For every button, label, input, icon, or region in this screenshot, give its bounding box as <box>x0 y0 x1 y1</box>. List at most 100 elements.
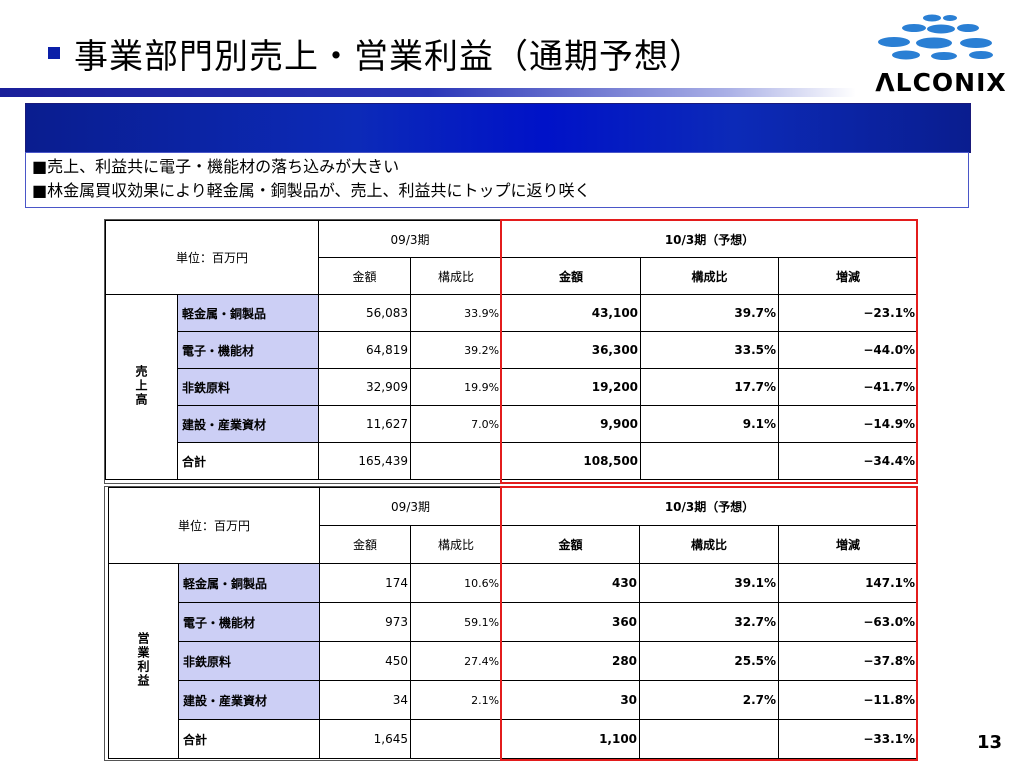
table-row-total: 合計 1,645 1,100 −33.1% <box>109 719 919 759</box>
row-label: 非鉄原料 <box>177 641 321 681</box>
cell-prev-ratio: 2.1% <box>410 680 503 720</box>
row-label: 建設・産業資材 <box>177 680 321 720</box>
page-title: 事業部門別売上・営業利益（通期予想） <box>74 36 704 77</box>
cell-prev-ratio <box>410 719 503 759</box>
col-ratio-header: 構成比 <box>410 525 503 564</box>
cell-prev-amount: 973 <box>319 602 412 642</box>
cell-prev-ratio: 39.2% <box>410 331 503 369</box>
cell-fc-amount: 430 <box>501 563 641 603</box>
unit-label: 単位：百万円 <box>107 487 321 564</box>
cell-prev-amount: 174 <box>319 563 412 603</box>
cell-fc-ratio <box>639 719 780 759</box>
cell-fc-amount: 1,100 <box>501 719 641 759</box>
title-underline <box>0 88 856 97</box>
row-label: 建設・産業資材 <box>176 405 320 443</box>
logo-wordmark: ΛLCONIX <box>875 68 1007 97</box>
note-line: ■売上、利益共に電子・機能材の落ち込みが大きい <box>32 157 400 176</box>
title-bar: 事業部門別売上・営業利益（通期予想） <box>48 28 704 78</box>
alconix-logo-icon <box>878 14 993 60</box>
row-label: 電子・機能材 <box>176 331 320 369</box>
table-row: 非鉄原料 450 27.4% 280 25.5% −37.8% <box>109 641 919 681</box>
cell-fc-amount: 19,200 <box>501 368 642 406</box>
cell-prev-amount: 32,909 <box>318 368 412 406</box>
period-forecast-header: 10/3期（予想） <box>501 487 919 526</box>
cell-fc-ratio: 39.7% <box>640 294 780 332</box>
col-change-header: 増減 <box>778 525 919 564</box>
cell-change: −63.0% <box>778 602 919 642</box>
table-row: 非鉄原料 32,909 19.9% 19,200 17.7% −41.7% <box>106 368 919 406</box>
col-amount-header: 金額 <box>319 525 412 564</box>
period-forecast-header: 10/3期（予想） <box>501 220 919 258</box>
col-amount-header: 金額 <box>318 257 412 295</box>
cell-fc-amount: 36,300 <box>501 331 642 369</box>
row-label: 軽金属・銅製品 <box>177 563 321 603</box>
cell-fc-amount: 360 <box>501 602 641 642</box>
cell-fc-ratio: 25.5% <box>639 641 780 681</box>
row-label: 非鉄原料 <box>176 368 320 406</box>
cell-prev-ratio: 33.9% <box>410 294 503 332</box>
cell-fc-ratio: 32.7% <box>639 602 780 642</box>
cell-change: −37.8% <box>778 641 919 681</box>
unit-label: 単位：百万円 <box>104 220 320 295</box>
col-amount-header: 金額 <box>501 525 641 564</box>
cell-prev-amount: 64,819 <box>318 331 412 369</box>
header-banner <box>25 103 971 153</box>
cell-prev-ratio: 10.6% <box>410 563 503 603</box>
col-ratio-header: 構成比 <box>640 257 780 295</box>
cell-prev-amount: 165,439 <box>318 442 412 480</box>
cell-change: −34.4% <box>778 442 919 480</box>
table-row-total: 合計 165,439 108,500 −34.4% <box>106 442 919 480</box>
row-label: 合計 <box>177 719 321 759</box>
cell-change: 147.1% <box>778 563 919 603</box>
col-ratio-header: 構成比 <box>639 525 780 564</box>
table-row: 建設・産業資材 34 2.1% 30 2.7% −11.8% <box>109 680 919 720</box>
table-row: 電子・機能材 973 59.1% 360 32.7% −63.0% <box>109 602 919 642</box>
cell-change: −14.9% <box>778 405 919 443</box>
cell-fc-ratio: 17.7% <box>640 368 780 406</box>
notes-box: ■売上、利益共に電子・機能材の落ち込みが大きい ■林金属買収効果により軽金属・銅… <box>25 152 969 208</box>
cell-fc-ratio: 39.1% <box>639 563 780 603</box>
cell-prev-amount: 11,627 <box>318 405 412 443</box>
cell-fc-amount: 9,900 <box>501 405 642 443</box>
title-bullet-icon <box>48 47 60 59</box>
cell-prev-ratio: 19.9% <box>410 368 503 406</box>
cell-fc-ratio: 2.7% <box>639 680 780 720</box>
cell-change: −11.8% <box>778 680 919 720</box>
table-row: 電子・機能材 64,819 39.2% 36,300 33.5% −44.0% <box>106 331 919 369</box>
cell-fc-amount: 108,500 <box>501 442 642 480</box>
table-row: 建設・産業資材 11,627 7.0% 9,900 9.1% −14.9% <box>106 405 919 443</box>
note-line: ■林金属買収効果により軽金属・銅製品が、売上、利益共にトップに返り咲く <box>32 181 591 200</box>
cell-prev-amount: 56,083 <box>318 294 412 332</box>
page-number: 13 <box>976 732 1002 753</box>
cell-change: −41.7% <box>778 368 919 406</box>
cell-fc-amount: 280 <box>501 641 641 681</box>
cell-fc-amount: 43,100 <box>501 294 642 332</box>
cell-prev-ratio: 59.1% <box>410 602 503 642</box>
row-label: 合計 <box>176 442 320 480</box>
cell-prev-ratio <box>410 442 503 480</box>
row-group-label: 営業利益 <box>108 563 179 759</box>
cell-prev-ratio: 27.4% <box>410 641 503 681</box>
cell-prev-amount: 450 <box>319 641 412 681</box>
col-amount-header: 金額 <box>501 257 642 295</box>
profit-table: 単位：百万円 09/3期 10/3期（予想） 金額 構成比 金額 構成比 増減 … <box>107 487 919 759</box>
cell-fc-ratio: 9.1% <box>640 405 780 443</box>
row-group-label: 売上高 <box>105 294 178 480</box>
period-prev-header: 09/3期 <box>318 220 503 258</box>
period-prev-header: 09/3期 <box>319 487 503 526</box>
col-ratio-header: 構成比 <box>410 257 503 295</box>
cell-prev-amount: 34 <box>319 680 412 720</box>
cell-fc-amount: 30 <box>501 680 641 720</box>
table-row: 営業利益 軽金属・銅製品 174 10.6% 430 39.1% 147.1% <box>108 563 919 759</box>
col-change-header: 増減 <box>778 257 919 295</box>
cell-fc-ratio <box>640 442 780 480</box>
cell-prev-ratio: 7.0% <box>410 405 503 443</box>
cell-change: −23.1% <box>778 294 919 332</box>
cell-fc-ratio: 33.5% <box>640 331 780 369</box>
cell-prev-amount: 1,645 <box>319 719 412 759</box>
cell-change: −33.1% <box>778 719 919 759</box>
sales-table: 単位：百万円 09/3期 10/3期（予想） 金額 構成比 金額 構成比 増減 … <box>104 220 919 480</box>
row-label: 軽金属・銅製品 <box>176 294 320 332</box>
row-label: 電子・機能材 <box>177 602 321 642</box>
cell-change: −44.0% <box>778 331 919 369</box>
